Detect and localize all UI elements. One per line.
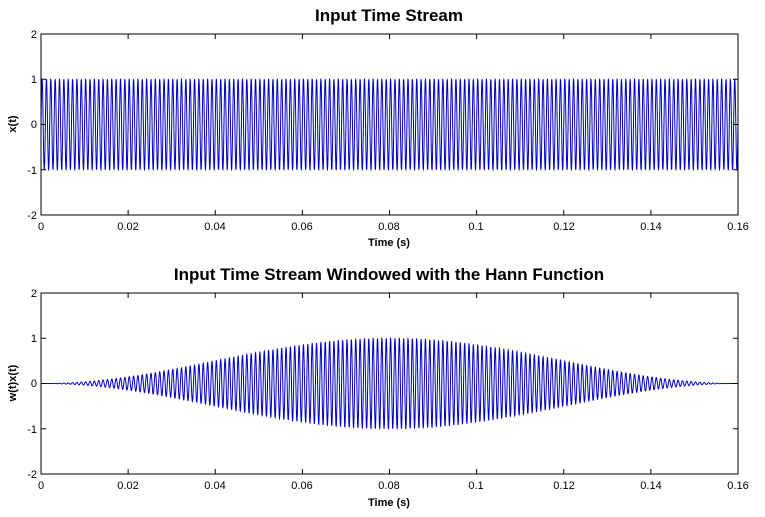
x-tick-labels: 0 0.02 0.04 0.06 0.08 0.1 0.12 0.14 0.16: [38, 480, 749, 492]
y-tick-label: 0: [31, 119, 37, 131]
x-tick-label: 0.04: [204, 221, 225, 233]
x-tick-label: 0.06: [291, 480, 312, 492]
y-tick-label: -2: [27, 469, 37, 481]
x-tick-label: 0.02: [117, 221, 138, 233]
x-tick-label: 0.16: [727, 221, 748, 233]
subplot-bottom: Input Time Stream Windowed with the Hann…: [7, 265, 749, 509]
subplot-top: Input Time Stream 0 0.02 0.04 0.06 0.08 …: [7, 6, 749, 249]
x-tick-label: 0.12: [553, 221, 574, 233]
x-tick-label: 0: [38, 480, 44, 492]
x-tick-label: 0.06: [291, 221, 312, 233]
x-tick-labels: 0 0.02 0.04 0.06 0.08 0.1 0.12 0.14 0.16: [38, 221, 749, 233]
x-tick-label: 0.08: [378, 221, 399, 233]
y-axis-label: w(t)x(t): [7, 364, 19, 402]
x-tick-label: 0: [38, 221, 44, 233]
x-tick-label: 0.12: [553, 480, 574, 492]
x-tick-label: 0.16: [727, 480, 748, 492]
tick-marks: [40, 292, 739, 475]
x-tick-label: 0.1: [468, 221, 483, 233]
y-tick-label: 1: [31, 74, 37, 86]
y-axis-label: x(t): [7, 115, 19, 132]
y-tick-label: 2: [31, 288, 37, 300]
chart-title: Input Time Stream Windowed with the Hann…: [174, 265, 604, 284]
x-tick-label: 0.04: [204, 480, 225, 492]
x-tick-label: 0.14: [640, 480, 661, 492]
signal-line: [41, 336, 738, 431]
y-tick-label: -1: [27, 424, 37, 436]
y-tick-labels: 2 1 0 -1 -2: [27, 288, 37, 481]
y-tick-label: 1: [31, 333, 37, 345]
x-axis-label: Time (s): [368, 237, 410, 249]
x-axis-label: Time (s): [368, 497, 410, 509]
signal-line: [40, 77, 739, 172]
y-tick-labels: 2 1 0 -1 -2: [27, 29, 37, 222]
y-tick-label: -1: [27, 165, 37, 177]
x-tick-label: 0.14: [640, 221, 661, 233]
y-tick-label: 2: [31, 29, 37, 41]
tick-marks: [40, 33, 739, 216]
x-tick-label: 0.08: [378, 480, 399, 492]
x-tick-label: 0.02: [117, 480, 138, 492]
y-tick-label: -2: [27, 210, 37, 222]
y-tick-label: 0: [31, 378, 37, 390]
x-tick-label: 0.1: [468, 480, 483, 492]
chart-title: Input Time Stream: [315, 6, 463, 25]
